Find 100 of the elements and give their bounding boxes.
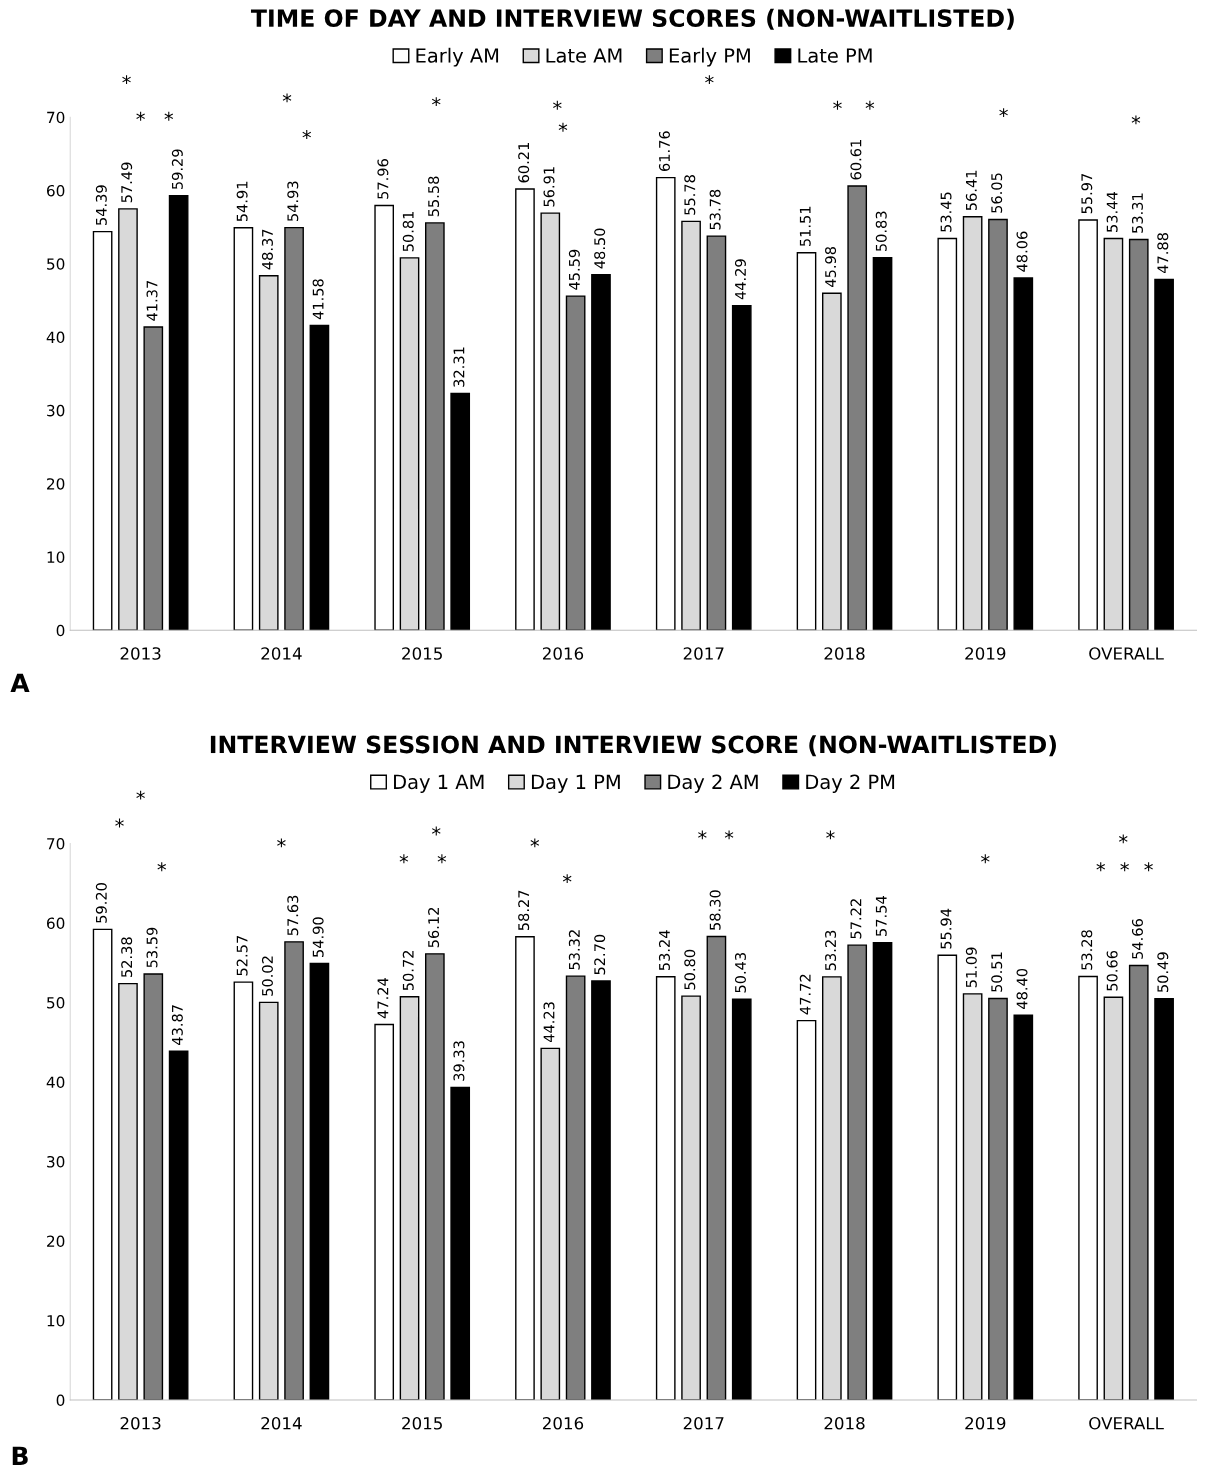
data-label: 58.30 [709, 890, 721, 930]
legend-label: Late AM [546, 48, 622, 63]
bar [847, 944, 868, 1400]
data-label: 48.06 [1016, 231, 1028, 272]
data-label: 57.96 [377, 159, 389, 199]
bar [143, 326, 164, 631]
annotation: * [399, 854, 409, 864]
x-tick-label: 2014 [261, 647, 302, 660]
bar [1078, 975, 1098, 1400]
bar [374, 204, 395, 631]
bar [284, 941, 304, 1400]
data-label: 57.54 [875, 896, 887, 936]
legend-label: Day 1 AM [394, 774, 484, 793]
y-tick-label: 40 [46, 1076, 65, 1089]
bar [988, 218, 1008, 631]
text: * [431, 97, 441, 106]
bar [540, 1047, 561, 1400]
bar [655, 176, 676, 631]
bar [988, 997, 1008, 1400]
data-label: 59.29 [171, 149, 183, 190]
bar [872, 941, 893, 1400]
bar [540, 212, 561, 631]
data-label: 53.59 [146, 927, 158, 968]
annotation: * [1144, 862, 1153, 872]
x-tick-label: 2013 [120, 647, 161, 660]
bar [168, 194, 189, 631]
legend-label: Early PM [669, 47, 750, 67]
annotation: * [558, 122, 568, 132]
data-label: 50.66 [1106, 950, 1118, 991]
bar [168, 1050, 189, 1400]
data-label: 55.94 [940, 908, 952, 949]
data-label: 47.72 [799, 974, 811, 1015]
bar [565, 295, 586, 631]
data-label: 44.29 [734, 259, 746, 300]
bar [515, 936, 535, 1400]
y-tick-label: 30 [47, 404, 65, 417]
bar [822, 976, 842, 1400]
data-label: 57.49 [121, 162, 133, 203]
data-label: 53.23 [825, 930, 837, 971]
y-tick-label: 10 [47, 1314, 65, 1327]
data-label: 50.49 [1157, 952, 1169, 992]
data-label: 54.66 [1131, 919, 1143, 959]
legend-label: Early AM [416, 47, 499, 67]
data-label: 50.51 [991, 952, 1003, 992]
bar [706, 235, 727, 631]
bar [822, 292, 842, 631]
data-label: 58.27 [518, 890, 530, 931]
text: * [724, 830, 734, 840]
annotation: * [164, 111, 174, 121]
data-label: 59.20 [95, 883, 107, 923]
x-tick-label: OVERALL [1089, 647, 1164, 660]
y-tick-label: 20 [47, 478, 65, 490]
y-tick-label: 10 [47, 551, 65, 563]
y-tick-label: 60 [47, 184, 65, 197]
data-label: 54.93 [287, 181, 299, 221]
bar [1013, 277, 1034, 631]
data-label: 53.28 [1081, 930, 1093, 970]
bar [1128, 964, 1149, 1400]
data-label: 56.05 [991, 173, 1003, 213]
data-label: 45.98 [825, 246, 837, 287]
bar [796, 1019, 817, 1400]
legend-label: Day 1 PM [531, 774, 620, 793]
data-label: 39.33 [453, 1041, 465, 1081]
data-label: 55.78 [684, 175, 696, 215]
bar [591, 980, 611, 1400]
data-label: 54.90 [312, 917, 324, 957]
data-label: 45.59 [568, 249, 580, 290]
data-label: 50.02 [261, 956, 273, 996]
x-tick-label: OVERALL [1089, 1416, 1164, 1430]
bar [706, 935, 727, 1400]
text: * [833, 100, 842, 110]
y-tick-label: 60 [47, 917, 65, 930]
data-label: 48.37 [261, 229, 273, 270]
bar [450, 392, 471, 631]
bar [258, 1001, 279, 1400]
legend-label: Day 2 AM [668, 774, 758, 793]
text: * [865, 100, 875, 110]
bar [92, 230, 113, 631]
text: * [431, 826, 441, 836]
text: * [826, 830, 835, 840]
data-label: 50.81 [402, 211, 414, 252]
bar [258, 275, 279, 631]
data-label: 47.88 [1157, 233, 1169, 274]
x-tick-label: 2013 [120, 1416, 161, 1430]
chart-title: TIME OF DAY AND INTERVIEW SCORES (NON-WAITLISTED) [250, 8, 1014, 30]
data-label: 53.31 [1131, 193, 1143, 233]
data-label: 50.83 [875, 211, 887, 252]
bar [425, 953, 445, 1400]
data-label: 56.41 [965, 170, 977, 211]
annotation: * [981, 854, 990, 864]
data-label: 54.91 [236, 181, 248, 222]
data-label: 57.63 [287, 895, 299, 936]
bar [565, 975, 586, 1400]
bar [591, 274, 611, 631]
data-label: 60.61 [850, 140, 862, 180]
data-label: 44.23 [543, 1002, 555, 1043]
data-label: 52.70 [594, 934, 606, 975]
y-tick-label: 30 [47, 1155, 65, 1168]
text: * [115, 818, 124, 828]
text: * [136, 790, 145, 800]
